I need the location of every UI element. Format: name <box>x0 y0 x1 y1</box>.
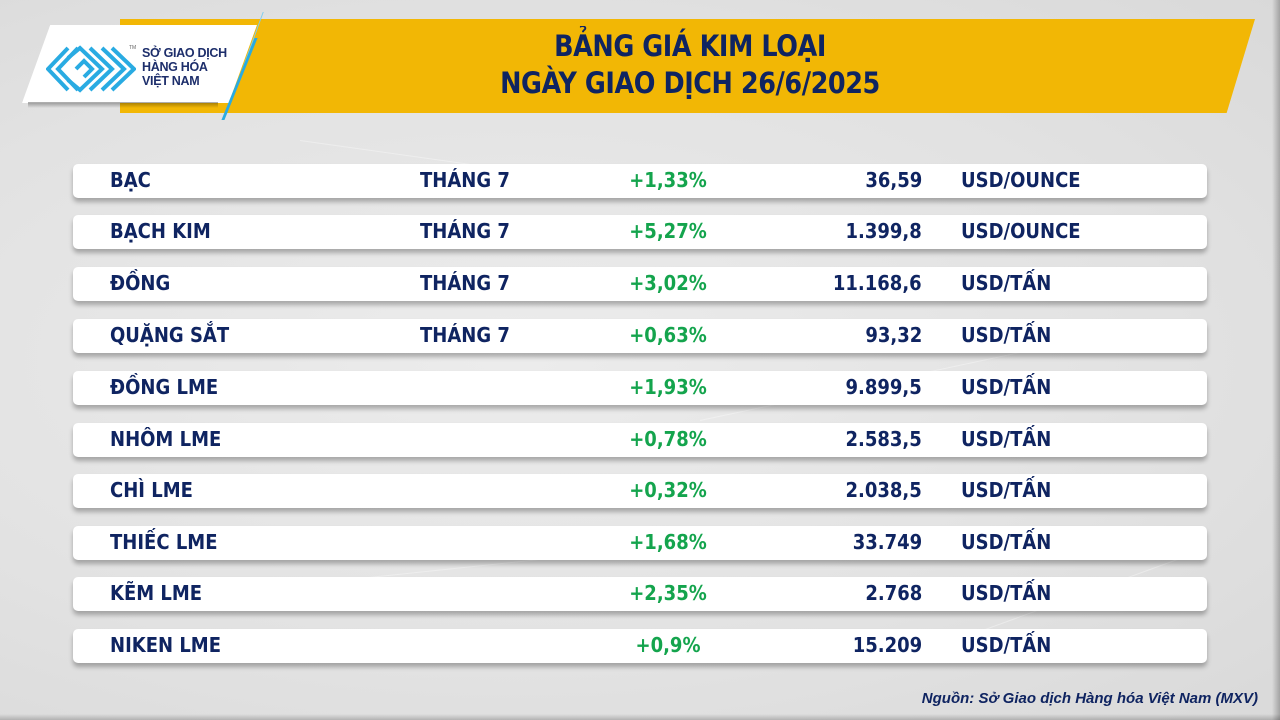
price-unit: USD/TẤN <box>961 530 1052 554</box>
contract-month: THÁNG 7 <box>420 219 510 243</box>
logo-line-2: HÀNG HÓA <box>142 60 208 74</box>
metal-name: BẠCH KIM <box>110 219 211 243</box>
price-value: 9.899,5 <box>845 375 922 399</box>
price-change: +0,78% <box>629 427 707 451</box>
title-line-1: BẢNG GIÁ KIM LOẠI <box>554 29 826 63</box>
page-title: BẢNG GIÁ KIM LOẠI NGÀY GIAO DỊCH 26/6/20… <box>382 28 998 102</box>
logo-trademark: TM <box>129 45 137 51</box>
table-row: CHÌ LME +0,32% 2.038,5 USD/TẤN <box>73 474 1207 508</box>
contract-month: THÁNG 7 <box>420 168 510 192</box>
metal-name: KẼM LME <box>110 581 203 605</box>
metal-name: CHÌ LME <box>110 478 193 502</box>
logo-line-3: VIỆT NAM <box>142 74 200 88</box>
price-change: +5,27% <box>629 219 707 243</box>
metal-name: NHÔM LME <box>110 427 222 451</box>
price-unit: USD/TẤN <box>961 271 1052 295</box>
price-unit: USD/TẤN <box>961 633 1052 657</box>
price-change: +2,35% <box>629 581 707 605</box>
price-value: 93,32 <box>865 323 922 347</box>
price-value: 36,59 <box>865 168 922 192</box>
price-unit: USD/TẤN <box>961 581 1052 605</box>
price-value: 33.749 <box>852 530 922 554</box>
price-unit: USD/TẤN <box>961 427 1052 451</box>
table-row: THIẾC LME +1,68% 33.749 USD/TẤN <box>73 526 1207 560</box>
metal-name: ĐỒNG LME <box>110 375 219 399</box>
price-change: +1,33% <box>629 168 707 192</box>
price-change: +0,32% <box>629 478 707 502</box>
table-row: ĐỒNG LME +1,93% 9.899,5 USD/TẤN <box>73 371 1207 405</box>
title-line-2: NGÀY GIAO DỊCH 26/6/2025 <box>500 66 880 100</box>
contract-month: THÁNG 7 <box>420 271 510 295</box>
price-unit: USD/OUNCE <box>961 168 1081 192</box>
logo-line-1: SỞ GIAO DỊCH <box>142 46 227 60</box>
frame-shadow-bottom <box>0 714 1280 720</box>
price-change: +0,63% <box>629 323 707 347</box>
price-unit: USD/TẤN <box>961 323 1052 347</box>
table-row: KẼM LME +2,35% 2.768 USD/TẤN <box>73 577 1207 611</box>
price-value: 11.168,6 <box>833 271 922 295</box>
contract-month: THÁNG 7 <box>420 323 510 347</box>
logo-text: SỞ GIAO DỊCH HÀNG HÓA VIỆT NAM <box>142 46 227 88</box>
price-value: 2.038,5 <box>845 478 922 502</box>
price-unit: USD/TẤN <box>961 375 1052 399</box>
price-change: +1,68% <box>629 530 707 554</box>
table-row: QUẶNG SẮT THÁNG 7 +0,63% 93,32 USD/TẤN <box>73 319 1207 353</box>
title-banner <box>120 19 1255 113</box>
table-row: NHÔM LME +0,78% 2.583,5 USD/TẤN <box>73 423 1207 457</box>
price-change: +0,9% <box>635 633 701 657</box>
metal-name: THIẾC LME <box>110 530 218 554</box>
table-row: BẠCH KIM THÁNG 7 +5,27% 1.399,8 USD/OUNC… <box>73 215 1207 249</box>
metal-name: BẠC <box>110 168 151 192</box>
metal-name: NIKEN LME <box>110 633 222 657</box>
table-row: NIKEN LME +0,9% 15.209 USD/TẤN <box>73 629 1207 663</box>
price-change: +3,02% <box>629 271 707 295</box>
mxv-logo-icon <box>46 45 136 93</box>
price-value: 15.209 <box>852 633 922 657</box>
source-note: Nguồn: Sở Giao dịch Hàng hóa Việt Nam (M… <box>921 690 1258 707</box>
metal-name: QUẶNG SẮT <box>110 323 230 347</box>
logo-card-shadow <box>28 102 218 108</box>
price-value: 2.583,5 <box>845 427 922 451</box>
price-change: +1,93% <box>629 375 707 399</box>
frame-shadow-right <box>1272 0 1280 720</box>
price-unit: USD/OUNCE <box>961 219 1081 243</box>
price-value: 2.768 <box>865 581 922 605</box>
table-row: BẠC THÁNG 7 +1,33% 36,59 USD/OUNCE <box>73 164 1207 198</box>
metal-name: ĐỒNG <box>110 271 171 295</box>
price-unit: USD/TẤN <box>961 478 1052 502</box>
table-row: ĐỒNG THÁNG 7 +3,02% 11.168,6 USD/TẤN <box>73 267 1207 301</box>
price-value: 1.399,8 <box>845 219 922 243</box>
